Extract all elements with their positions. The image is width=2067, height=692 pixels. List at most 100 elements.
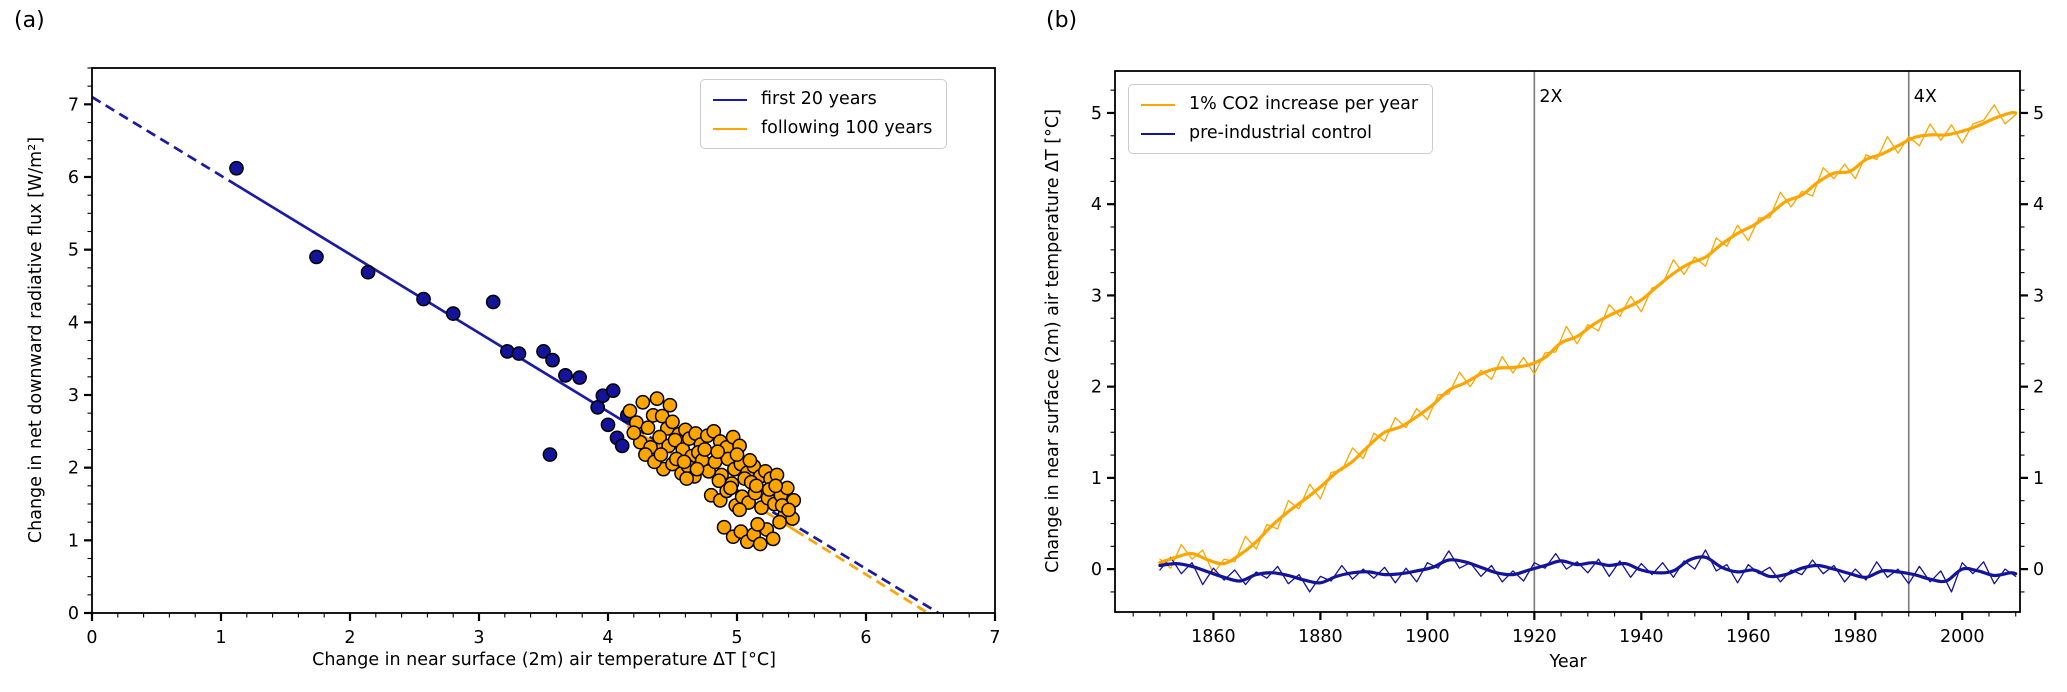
scatter-point — [558, 368, 573, 383]
y-tick-label: 0 — [1091, 560, 1102, 580]
scatter-point — [749, 478, 764, 494]
legend-entry-following-100-years: following 100 years — [713, 118, 932, 139]
scatter-point — [729, 447, 745, 462]
scatter-point — [536, 344, 551, 359]
scatter-point — [750, 516, 765, 532]
orange-line-swatch — [1141, 103, 1175, 106]
x-tick-label: 1920 — [1512, 627, 1557, 647]
y-tick-label: 4 — [68, 313, 79, 333]
panel-a-x-axis-label: Change in near surface (2m) air temperat… — [312, 650, 776, 670]
vline-annotation: 4X — [1914, 87, 1937, 107]
y-tick-label: 6 — [68, 168, 79, 188]
scatter-point — [416, 291, 431, 307]
scatter-point — [710, 444, 726, 460]
scatter-point — [742, 453, 758, 468]
y-tick-label-right: 1 — [2033, 469, 2044, 489]
y-tick-label: 0 — [68, 604, 79, 624]
scatter-point — [445, 306, 461, 321]
panel-b-legend: 1% CO2 increase per year pre-industrial … — [1128, 84, 1434, 154]
scatter-point — [697, 442, 713, 457]
y-tick-label: 1 — [68, 531, 79, 551]
y-tick-label-right: 3 — [2033, 286, 2044, 306]
x-tick-label: 1880 — [1298, 627, 1343, 647]
y-tick-label: 2 — [68, 459, 79, 479]
series-line — [1158, 111, 2018, 566]
axes-frame — [91, 67, 996, 614]
scatter-point — [360, 264, 376, 280]
vline-annotation: 2X — [1539, 87, 1562, 107]
legend-label: 1% CO2 increase per year — [1189, 94, 1419, 114]
legend-entry-pre-industrial-control: pre-industrial control — [1141, 123, 1418, 144]
scatter-point — [640, 420, 656, 436]
y-tick-label-right: 0 — [2033, 560, 2044, 580]
legend-label: first 20 years — [761, 89, 877, 109]
axes-frame — [1114, 70, 2021, 613]
x-tick-label: 2 — [344, 628, 355, 648]
y-tick-label-right: 5 — [2033, 104, 2044, 124]
x-tick-label: 1900 — [1405, 627, 1450, 647]
panel-b-x-axis-label: Year — [1549, 652, 1587, 672]
x-tick-label: 2000 — [1940, 627, 1985, 647]
y-tick-label: 4 — [1091, 195, 1102, 215]
y-tick-label: 2 — [1091, 378, 1102, 398]
scatter-point — [716, 519, 732, 535]
fit-line-dashed — [794, 529, 929, 615]
scatter-point — [572, 370, 587, 385]
x-tick-label: 3 — [473, 628, 484, 648]
scatter-point — [511, 346, 527, 361]
scatter-point — [667, 432, 683, 448]
x-tick-label: 1940 — [1619, 627, 1664, 647]
series-line — [1159, 104, 2017, 575]
scatter-point — [485, 294, 501, 310]
legend-label: pre-industrial control — [1189, 123, 1372, 143]
x-tick-label: 5 — [731, 628, 742, 648]
scatter-point — [689, 461, 705, 477]
scatter-point — [649, 391, 665, 406]
x-tick-label: 1860 — [1191, 627, 1236, 647]
scatter-point — [653, 447, 669, 462]
y-tick-label: 7 — [68, 95, 79, 115]
scatter-point — [622, 403, 638, 419]
y-tick-label: 1 — [1091, 469, 1102, 489]
scatter-point — [542, 447, 558, 462]
scatter-point — [752, 536, 768, 552]
scatter-point — [732, 502, 747, 518]
scatter-point — [665, 414, 680, 430]
scatter-point — [723, 480, 738, 496]
scatter-point — [626, 425, 642, 441]
scatter-point — [229, 160, 244, 176]
x-tick-label: 1980 — [1833, 627, 1878, 647]
legend-entry-first-20-years: first 20 years — [713, 89, 932, 110]
y-tick-label: 3 — [68, 386, 79, 406]
series-line — [1158, 555, 2018, 585]
panel-a-tag: (a) — [14, 8, 45, 33]
scatter-point — [605, 383, 621, 398]
fit-line-dashed — [91, 95, 238, 187]
legend-entry-co2-increase: 1% CO2 increase per year — [1141, 94, 1418, 115]
scatter-point — [309, 249, 324, 265]
scatter-point — [652, 429, 667, 445]
scatter-point — [768, 478, 784, 494]
scatter-point — [765, 531, 781, 547]
legend-label: following 100 years — [761, 118, 933, 138]
y-tick-label: 3 — [1091, 286, 1102, 306]
scatter-point — [600, 417, 616, 433]
navy-line-swatch — [1141, 132, 1175, 135]
panel-a-legend: first 20 years following 100 years — [700, 79, 948, 149]
x-tick-label: 0 — [86, 628, 97, 648]
scatter-point — [676, 454, 692, 470]
x-tick-label: 6 — [860, 628, 871, 648]
scatter-point — [635, 394, 651, 410]
scatter-point — [545, 352, 560, 368]
y-tick-label: 5 — [1091, 104, 1102, 124]
y-tick-label-right: 2 — [2033, 378, 2044, 398]
x-tick-label: 7 — [989, 628, 1000, 648]
scatter-point — [772, 514, 787, 530]
scatter-point — [781, 502, 796, 518]
orange-line-swatch — [713, 127, 747, 130]
panel-b-tag: (b) — [1046, 8, 1078, 33]
panel-a-y-axis-label: Change in net downward radiative flux [W… — [26, 136, 46, 544]
navy-line-swatch — [713, 98, 747, 101]
